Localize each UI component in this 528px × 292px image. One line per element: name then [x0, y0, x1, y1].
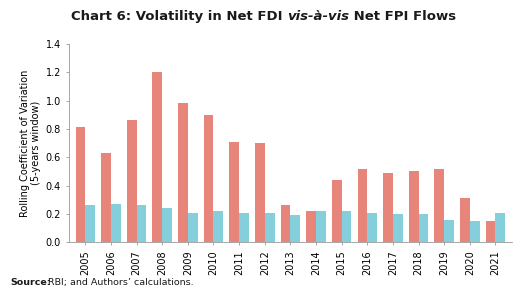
Bar: [383, 173, 393, 242]
Bar: [470, 221, 479, 242]
Y-axis label: Rolling Coefficient of Variation
(5-years window): Rolling Coefficient of Variation (5-year…: [20, 69, 42, 217]
Bar: [239, 213, 249, 242]
Bar: [332, 180, 342, 242]
Bar: [342, 211, 352, 242]
Bar: [101, 153, 111, 242]
Text: Chart 6: Volatility in Net FDI: Chart 6: Volatility in Net FDI: [71, 10, 288, 23]
Bar: [409, 171, 419, 242]
Bar: [178, 103, 188, 242]
Bar: [188, 213, 197, 242]
Bar: [137, 206, 146, 242]
Text: vis-à-vis: vis-à-vis: [288, 10, 350, 23]
Bar: [213, 211, 223, 242]
Bar: [444, 220, 454, 242]
Bar: [76, 128, 86, 242]
Bar: [86, 206, 95, 242]
Bar: [265, 213, 275, 242]
Bar: [290, 215, 300, 242]
Bar: [419, 214, 428, 242]
Bar: [495, 213, 505, 242]
Bar: [229, 142, 239, 242]
Bar: [316, 211, 326, 242]
Bar: [486, 221, 495, 242]
Bar: [393, 214, 403, 242]
Bar: [111, 204, 121, 242]
Text: RBI; and Authors’ calculations.: RBI; and Authors’ calculations.: [45, 278, 193, 287]
Bar: [255, 143, 265, 242]
Bar: [460, 198, 470, 242]
Text: Source:: Source:: [11, 278, 51, 287]
Bar: [204, 115, 213, 242]
Bar: [306, 211, 316, 242]
Bar: [435, 168, 444, 242]
Bar: [281, 206, 290, 242]
Bar: [357, 168, 367, 242]
Bar: [367, 213, 377, 242]
Bar: [162, 208, 172, 242]
Bar: [153, 72, 162, 242]
Text: Net FPI Flows: Net FPI Flows: [350, 10, 457, 23]
Bar: [127, 120, 137, 242]
